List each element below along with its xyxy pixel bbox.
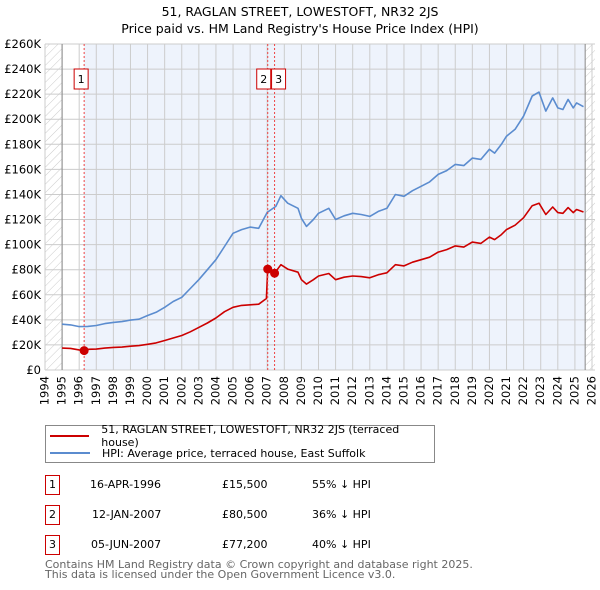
legend-item-hpi: HPI: Average price, terraced house, East… bbox=[46, 445, 365, 461]
footer-copyright: Contains HM Land Registry data © Crown c… bbox=[45, 558, 473, 571]
x-tick-label: 2025 bbox=[567, 376, 581, 405]
x-tick-label: 2018 bbox=[448, 376, 462, 405]
footer-licence: This data is licensed under the Open Gov… bbox=[45, 568, 396, 581]
footer: Contains HM Land Registry data © Crown c… bbox=[45, 558, 473, 581]
x-tick-label: 2002 bbox=[174, 376, 188, 405]
y-tick-label: £160K bbox=[4, 162, 41, 176]
shaded-ownership-region bbox=[84, 44, 586, 370]
legend-label-property: 51, RAGLAN STREET, LOWESTOFT, NR32 2JS (… bbox=[101, 423, 400, 449]
transaction-date: 05-JUN-2007 bbox=[91, 538, 162, 551]
y-tick-label: £80K bbox=[12, 263, 42, 277]
transaction-price: £77,200 bbox=[222, 538, 268, 551]
x-tick-label: 1995 bbox=[55, 376, 69, 405]
legend: 51, RAGLAN STREET, LOWESTOFT, NR32 2JS (… bbox=[45, 423, 435, 463]
x-tick-label: 2009 bbox=[294, 376, 308, 405]
x-tick-label: 2003 bbox=[191, 376, 205, 405]
y-tick-label: £60K bbox=[12, 288, 42, 302]
x-tick-label: 2023 bbox=[533, 376, 547, 405]
x-tick-label: 2000 bbox=[140, 376, 154, 405]
transaction-number: 3 bbox=[45, 535, 60, 555]
x-tick-label: 2024 bbox=[550, 376, 564, 405]
sale-point bbox=[79, 346, 89, 356]
y-tick-label: £0 bbox=[26, 363, 41, 377]
sale-label: 1 bbox=[78, 73, 85, 86]
chart-subtitle: Price paid vs. HM Land Registry's House … bbox=[121, 21, 479, 36]
x-tick-label: 2019 bbox=[465, 376, 479, 405]
sale-label-box bbox=[73, 68, 89, 90]
sale-label: 3 bbox=[275, 73, 282, 86]
x-tick-label: 2022 bbox=[516, 376, 530, 405]
transaction-row: 1 16-APR-1996 £15,500 55% ↓ HPI bbox=[45, 475, 445, 495]
y-tick-label: £260K bbox=[4, 37, 41, 51]
hatched-no-data-left bbox=[45, 44, 63, 370]
transaction-date: 12-JAN-2007 bbox=[92, 508, 162, 521]
x-tick-label: 1994 bbox=[38, 376, 52, 405]
transaction-number: 2 bbox=[45, 505, 60, 525]
sale-point bbox=[263, 264, 273, 274]
transaction-price: £80,500 bbox=[222, 508, 268, 521]
x-tick-label: 2005 bbox=[226, 376, 240, 405]
sale-label-box bbox=[256, 68, 272, 90]
x-tick-label: 2010 bbox=[311, 376, 325, 405]
y-tick-label: £40K bbox=[12, 313, 42, 327]
transaction-number: 1 bbox=[45, 475, 60, 495]
sale-label: 2 bbox=[260, 73, 267, 86]
x-tick-label: 2006 bbox=[243, 376, 257, 405]
y-tick-label: £120K bbox=[4, 213, 41, 227]
transaction-price: £15,500 bbox=[222, 478, 268, 491]
x-tick-label: 2026 bbox=[585, 376, 599, 405]
y-tick-label: £240K bbox=[4, 62, 41, 76]
plot-area: 1994 1995 1996 1997 1998 1999 2000 2001 2002 2003… bbox=[4, 37, 599, 405]
chart-title: 51, RAGLAN STREET, LOWESTOFT, NR32 2JS bbox=[161, 4, 439, 19]
x-tick-label: 2007 bbox=[260, 376, 274, 405]
transaction-hpi-diff: 40% ↓ HPI bbox=[312, 538, 371, 551]
legend-label-hpi: HPI: Average price, terraced house, East… bbox=[102, 446, 366, 460]
x-tick-label: 2001 bbox=[157, 376, 171, 405]
series-line-property bbox=[62, 202, 584, 352]
y-tick-label: £20K bbox=[12, 338, 42, 352]
x-tick-label: 2011 bbox=[328, 376, 342, 405]
x-tick-label: 2008 bbox=[277, 376, 291, 405]
x-tick-label: 2013 bbox=[362, 376, 376, 405]
legend-swatch-property bbox=[50, 435, 90, 437]
sale-point bbox=[270, 268, 280, 278]
sale-label-box bbox=[271, 68, 287, 90]
x-tick-label: 2020 bbox=[482, 376, 496, 405]
x-tick-label: 2012 bbox=[345, 376, 359, 405]
transaction-row: 3 05-JUN-2007 £77,200 40% ↓ HPI bbox=[45, 535, 445, 555]
x-tick-label: 1998 bbox=[106, 376, 120, 405]
x-tick-label: 1997 bbox=[89, 376, 103, 405]
x-tick-label: 2014 bbox=[379, 376, 393, 405]
transaction-date: 16-APR-1996 bbox=[90, 478, 162, 491]
transaction-hpi-diff: 36% ↓ HPI bbox=[312, 508, 371, 521]
x-tick-label: 2016 bbox=[414, 376, 428, 405]
transaction-hpi-diff: 55% ↓ HPI bbox=[312, 478, 371, 491]
x-tick-label: 2017 bbox=[431, 376, 445, 405]
legend-item-property: 51, RAGLAN STREET, LOWESTOFT, NR32 2JS (… bbox=[46, 423, 434, 449]
x-tick-label: 1999 bbox=[123, 376, 137, 405]
x-tick-label: 2004 bbox=[208, 376, 222, 405]
transaction-row: 2 12-JAN-2007 £80,500 36% ↓ HPI bbox=[45, 505, 445, 525]
y-tick-label: £140K bbox=[4, 187, 41, 201]
x-tick-label: 1996 bbox=[72, 376, 86, 405]
x-tick-label: 2015 bbox=[396, 376, 410, 405]
series-line-hpi bbox=[62, 91, 584, 328]
y-tick-label: £200K bbox=[4, 112, 41, 126]
y-tick-label: £220K bbox=[4, 87, 41, 101]
legend-swatch-hpi bbox=[50, 452, 90, 454]
hatched-no-data-right bbox=[585, 44, 595, 370]
x-tick-label: 2021 bbox=[499, 376, 513, 405]
y-tick-label: £180K bbox=[4, 137, 41, 151]
y-tick-label: £100K bbox=[4, 238, 41, 252]
